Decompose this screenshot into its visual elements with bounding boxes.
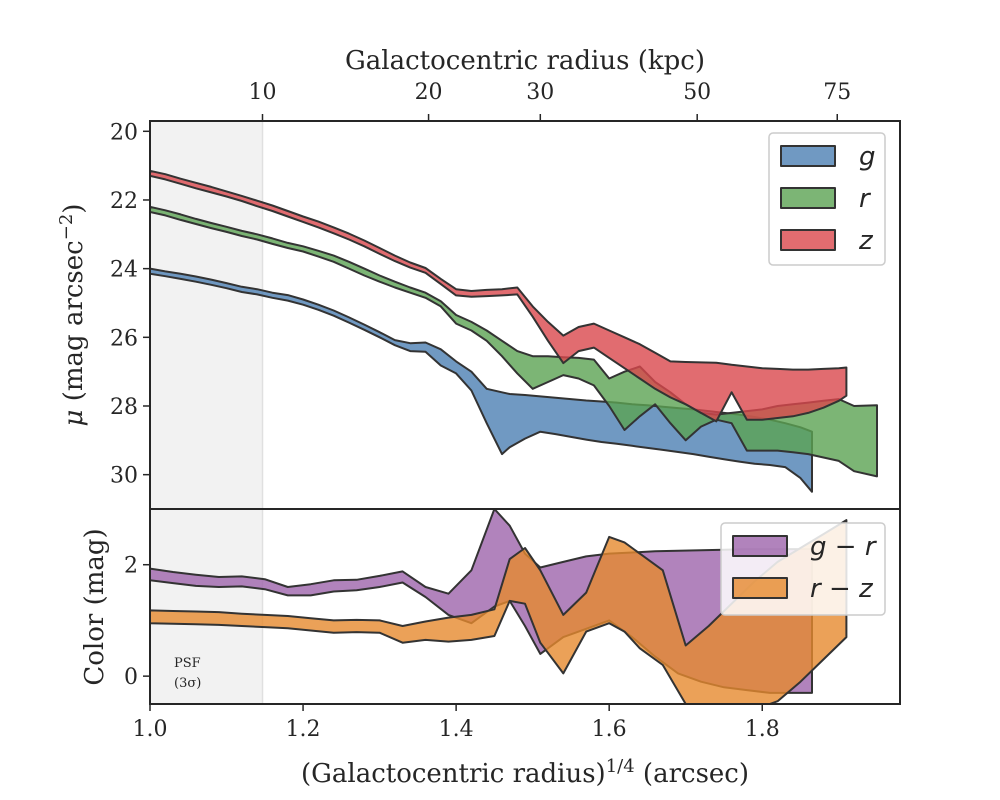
bottom-x-tick-label: 1.2 [286, 717, 321, 742]
legend-swatch-z [780, 229, 836, 251]
psf-region-bottom [150, 509, 263, 704]
band-g [150, 267, 813, 493]
bottom-y-tick-label: 2 [124, 554, 138, 579]
legend-label-r: r [859, 184, 872, 214]
legend-swatch-r-z [732, 577, 788, 599]
kpc-tick-label: 10 [249, 80, 277, 105]
band-r-z [150, 519, 848, 704]
bottom-legend: g − r r − z [720, 522, 886, 616]
top-y-tick-label: 22 [110, 189, 138, 214]
bottom-x-tick-label: 1.4 [439, 717, 474, 742]
top-y-tick-label: 28 [110, 395, 138, 420]
bottom-panel-ticks: 0 2 1.0 1.2 1.4 1.6 1.8 [124, 554, 780, 742]
bottom-x-tick-label: 1.0 [133, 717, 168, 742]
kpc-tick-label: 50 [683, 80, 711, 105]
kpc-tick-label: 75 [823, 80, 851, 105]
top-panel-bands [150, 169, 878, 493]
bottom-x-axis-label: (Galactocentric radius)1/4 (arcsec) [301, 756, 749, 790]
band-r [150, 205, 878, 478]
kpc-tick-label: 30 [526, 80, 554, 105]
bottom-y-tick-label: 0 [124, 665, 138, 690]
legend-label-z: z [858, 226, 874, 256]
bottom-panel-bands [150, 509, 848, 704]
psf-annotation-line2: (3σ) [174, 676, 201, 691]
bottom-y-axis-label: Color (mag) [80, 528, 110, 685]
psf-annotation-line1: PSF [174, 656, 201, 671]
bottom-x-tick-label: 1.6 [592, 717, 627, 742]
legend-label-r-z: r − z [810, 574, 874, 604]
top-legend: g r z [768, 132, 886, 266]
top-panel-ticks: 20 22 24 26 28 30 [110, 120, 150, 489]
bottom-panel-frame [149, 508, 901, 705]
legend-swatch-g [780, 145, 836, 167]
top-y-tick-label: 24 [110, 258, 138, 283]
kpc-axis-ticks: 10 20 30 50 75 [249, 80, 851, 121]
band-z [150, 169, 848, 423]
top-y-tick-label: 26 [110, 326, 138, 351]
legend-label-g: g [859, 142, 876, 172]
legend-swatch-r [780, 187, 836, 209]
bottom-x-tick-label: 1.8 [745, 717, 780, 742]
top-y-axis-label: μ (mag arcsec−2) [56, 204, 90, 427]
top-y-tick-label: 20 [110, 120, 138, 145]
kpc-tick-label: 20 [415, 80, 443, 105]
legend-swatch-g-r [732, 535, 788, 557]
top-x-axis-label: Galactocentric radius (kpc) [345, 46, 705, 76]
legend-label-g-r: g − r [810, 532, 878, 562]
top-y-tick-label: 30 [110, 464, 138, 489]
